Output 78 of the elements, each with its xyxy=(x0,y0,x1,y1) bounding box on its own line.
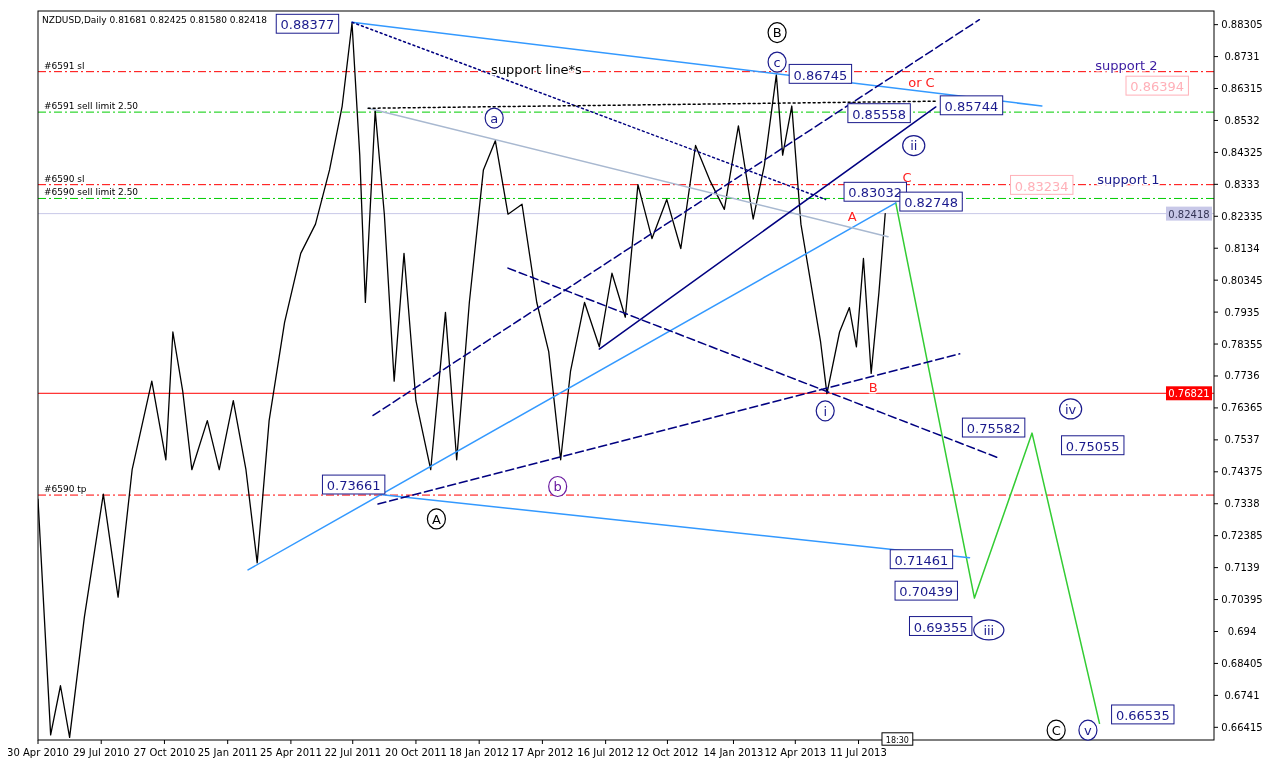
annotation: 0.86394 xyxy=(1130,79,1185,95)
x-tick-label: 16 Jul 2012 xyxy=(577,747,634,758)
y-tick-label: 0.8134 xyxy=(1224,242,1260,254)
annotation: ii xyxy=(910,138,918,154)
y-tick-label: 0.74375 xyxy=(1221,466,1263,478)
x-tick-label: 22 Jul 2011 xyxy=(324,747,382,758)
annotation: 0.69355 xyxy=(913,619,968,635)
annotation: c xyxy=(773,54,781,70)
text: NZDUSD,Daily 0.81681 0.82425 0.81580 0.82418 xyxy=(42,15,268,25)
y-tick-label: 0.68405 xyxy=(1221,657,1263,669)
annotation: 0.83032 xyxy=(848,185,903,201)
annotation: support 1 xyxy=(1097,171,1160,187)
y-tick-label: 0.70395 xyxy=(1221,594,1263,606)
ref-line-label: #6590 sl xyxy=(44,173,85,184)
x-tick-label: 11 Jul 2013 xyxy=(830,747,887,758)
y-tick-label: 0.78355 xyxy=(1221,338,1263,350)
y-tick-label: 0.694 xyxy=(1227,626,1257,637)
annotation: b xyxy=(553,479,562,495)
ref-line-label: #6591 sell limit 2.50 xyxy=(44,101,139,112)
y-tick-label: 0.86315 xyxy=(1221,83,1263,95)
annotation: A xyxy=(847,209,857,225)
y-tick-label: 0.84325 xyxy=(1221,146,1263,158)
y-tick-label: 0.7935 xyxy=(1224,306,1260,318)
annotation: C xyxy=(902,169,912,185)
x-tick-label: 17 Apr 2012 xyxy=(511,747,574,758)
annotation: a xyxy=(490,110,499,126)
y-tick-label: 0.80345 xyxy=(1221,274,1263,286)
y-tick-label: 0.7338 xyxy=(1224,498,1260,510)
ref-line-label: 0.82418 xyxy=(1168,208,1210,220)
annotation: or C xyxy=(908,75,935,91)
annotation: i xyxy=(823,403,828,419)
ref-line-label: #6590 sell limit 2.50 xyxy=(44,187,139,198)
annotation: 0.86745 xyxy=(793,67,848,83)
y-tick-label: 0.66415 xyxy=(1221,721,1263,733)
annotation: 0.88377 xyxy=(280,17,335,33)
annotation: A xyxy=(431,511,441,527)
x-tick-label: 27 Oct 2010 xyxy=(133,747,196,758)
annotation: 0.71461 xyxy=(894,552,949,568)
x-tick-label: 12 Oct 2012 xyxy=(636,747,699,758)
ref-line-label: 0.76821 xyxy=(1168,388,1210,400)
y-tick-label: 0.8532 xyxy=(1224,114,1260,126)
annotation: B xyxy=(772,25,782,41)
annotation: 0.70439 xyxy=(899,584,954,600)
ref-line-label: #6591 sl xyxy=(44,60,85,71)
annotation: 0.85558 xyxy=(852,106,906,122)
annotation: 0.73661 xyxy=(326,478,381,494)
annotation: v xyxy=(1084,722,1093,738)
y-tick-label: 0.8731 xyxy=(1224,51,1260,63)
x-tick-label: 29 Jul 2010 xyxy=(72,747,130,758)
y-tick-label: 0.76365 xyxy=(1221,402,1263,414)
y-tick-label: 0.7736 xyxy=(1224,370,1260,382)
y-tick-label: 0.88305 xyxy=(1221,19,1263,31)
annotation: 0.83234 xyxy=(1014,178,1069,194)
x-tick-label: 12 Apr 2013 xyxy=(764,747,827,758)
y-tick-label: 0.7537 xyxy=(1224,434,1260,446)
annotation: support 2 xyxy=(1095,57,1158,73)
y-tick-label: 0.7139 xyxy=(1224,562,1260,574)
annotation: 0.75582 xyxy=(966,421,1021,437)
annotation: 0.82748 xyxy=(904,195,958,211)
annotation: iv xyxy=(1064,401,1077,417)
x-tick-label: 20 Oct 2011 xyxy=(385,747,447,758)
x-tick-label: 30 Apr 2010 xyxy=(7,747,69,758)
annotation: B xyxy=(868,379,878,395)
annotation: 0.75055 xyxy=(1065,438,1120,454)
annotation: 0.66535 xyxy=(1115,708,1170,724)
annotation: 0.85744 xyxy=(944,98,999,114)
ref-line-label: #6590 tp xyxy=(44,484,87,495)
annotation: C xyxy=(1051,722,1061,738)
y-tick-label: 0.8333 xyxy=(1224,178,1260,190)
x-tick-label: 25 Apr 2011 xyxy=(259,747,322,758)
y-tick-label: 0.6741 xyxy=(1224,689,1260,701)
annotation: iii xyxy=(983,622,995,638)
annotation: 18:30 xyxy=(885,735,909,745)
x-tick-label: 25 Jan 2011 xyxy=(197,747,258,758)
x-tick-label: 18 Jan 2012 xyxy=(449,747,510,758)
x-tick-label: 14 Jan 2013 xyxy=(703,747,764,758)
y-tick-label: 0.82335 xyxy=(1221,210,1263,222)
y-tick-label: 0.72385 xyxy=(1221,530,1263,542)
